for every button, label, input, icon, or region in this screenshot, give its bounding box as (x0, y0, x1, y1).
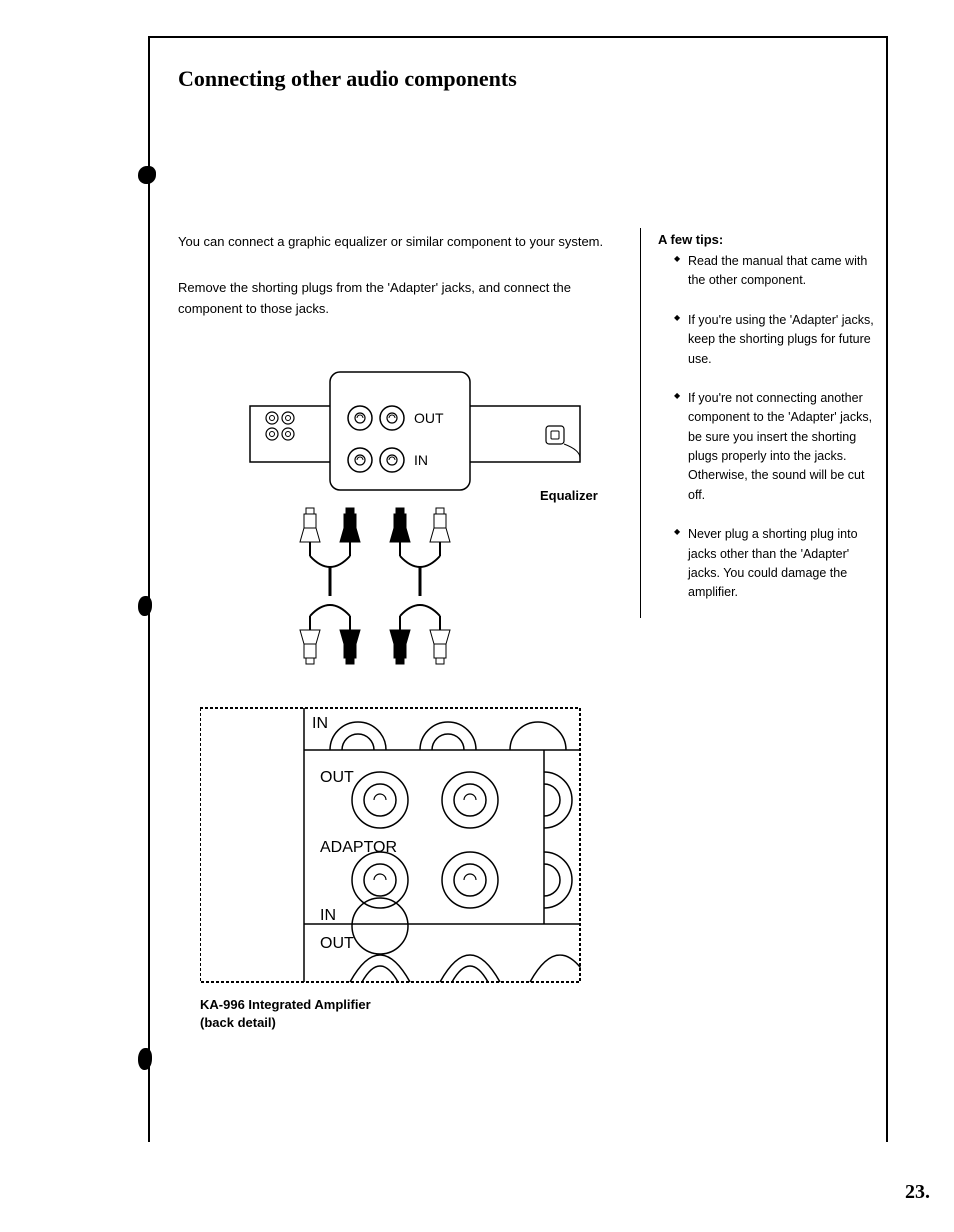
in-label: IN (414, 452, 428, 468)
tips-heading: A few tips: (658, 232, 723, 247)
diagram-caption: KA-996 Integrated Amplifier(back detail) (200, 996, 371, 1032)
tip-item: Never plug a shorting plug into jacks ot… (674, 525, 874, 603)
tip-item: If you're not connecting another compone… (674, 389, 874, 505)
rca-plug (430, 616, 450, 664)
column-divider (640, 228, 641, 618)
rca-plug (300, 508, 320, 556)
amp-out-bottom: OUT (320, 935, 354, 952)
amp-in-bottom: IN (320, 907, 336, 924)
rca-plug (340, 616, 360, 664)
page-number: 23. (905, 1181, 930, 1204)
amp-in-top: IN (312, 715, 328, 732)
tip-item: If you're using the 'Adapter' jacks, kee… (674, 311, 874, 369)
binder-hole (138, 596, 152, 616)
intro-paragraph-1: You can connect a graphic equalizer or s… (178, 234, 618, 249)
binder-hole (138, 1048, 152, 1070)
rca-plug (300, 616, 320, 664)
out-label: OUT (414, 410, 444, 426)
rca-plug (430, 508, 450, 556)
tips-list: Read the manual that came with the other… (674, 252, 874, 623)
connection-diagram: OUT IN Equalizer (200, 368, 610, 988)
rca-plug (390, 508, 410, 556)
binder-hole (138, 166, 156, 184)
page-title: Connecting other audio components (178, 66, 517, 92)
rca-plug (340, 508, 360, 556)
equalizer-label: Equalizer (540, 488, 598, 503)
amp-out: OUT (320, 769, 354, 786)
intro-paragraph-2: Remove the shorting plugs from the 'Adap… (178, 278, 618, 320)
tip-item: Read the manual that came with the other… (674, 252, 874, 291)
rca-plug (390, 616, 410, 664)
